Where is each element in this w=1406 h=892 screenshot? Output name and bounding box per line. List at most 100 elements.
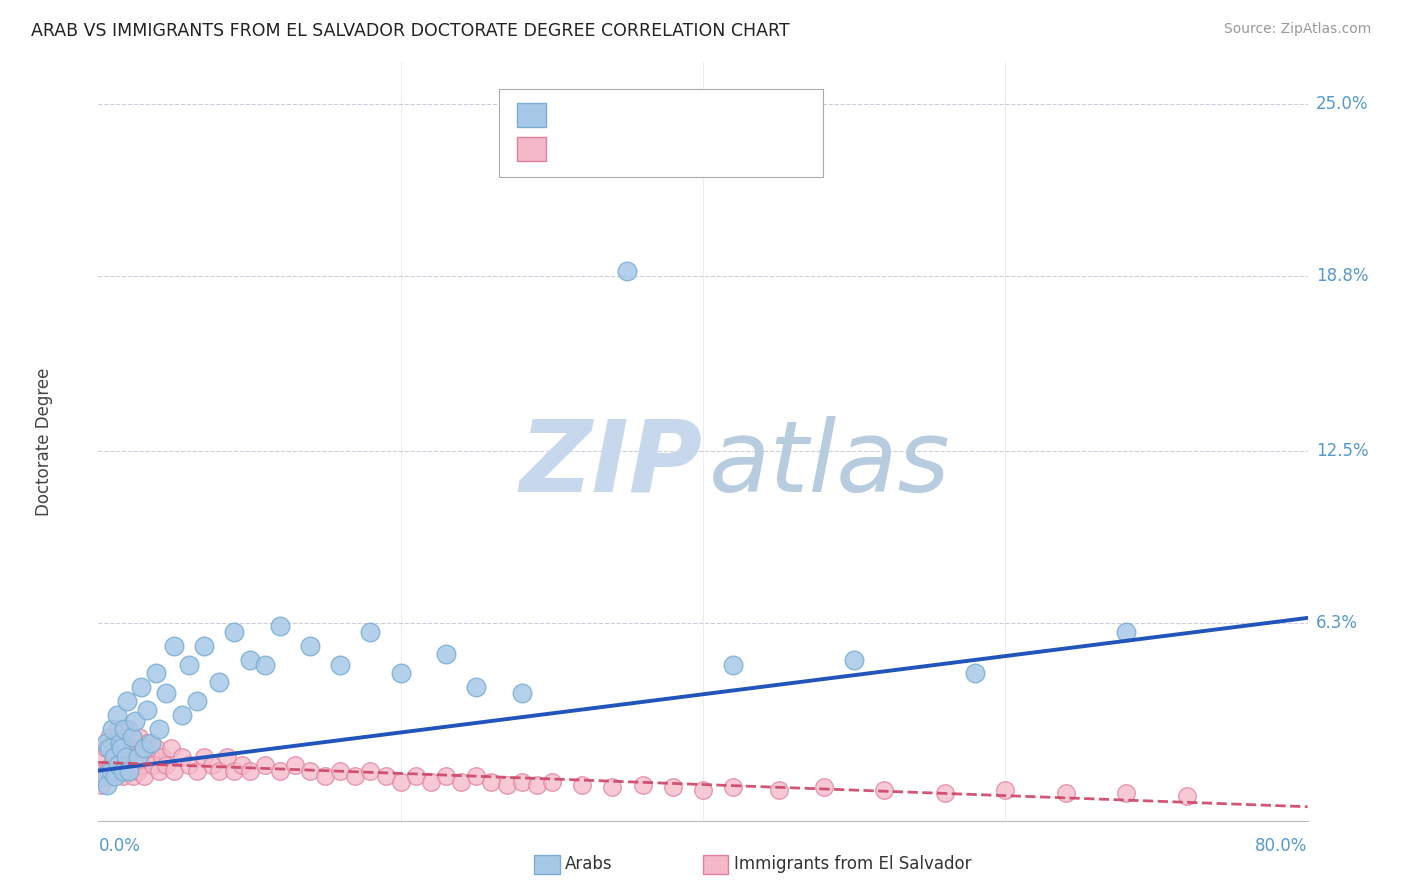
Point: [114, 749, 136, 764]
Text: ZIP: ZIP: [520, 416, 703, 513]
Point: [193, 639, 215, 653]
Text: R =  0.197: R = 0.197: [557, 106, 657, 124]
Point: [128, 731, 150, 745]
Point: [450, 774, 472, 789]
Point: [150, 749, 173, 764]
Point: [360, 764, 382, 778]
Point: [692, 783, 714, 797]
Point: [389, 666, 412, 681]
Point: [108, 736, 131, 750]
Point: [145, 741, 167, 756]
Text: 25.0%: 25.0%: [1316, 95, 1368, 113]
Text: Doctorate Degree: Doctorate Degree: [35, 368, 53, 516]
Point: [120, 758, 142, 772]
Point: [141, 736, 163, 750]
Point: [100, 764, 122, 778]
Point: [571, 778, 593, 792]
Point: [108, 758, 131, 772]
Point: [631, 778, 654, 792]
Point: [510, 686, 533, 700]
Point: [1115, 624, 1137, 639]
Point: [201, 758, 224, 772]
Point: [139, 749, 162, 764]
Point: [420, 774, 443, 789]
Point: [104, 769, 127, 783]
Text: R = -0.191: R = -0.191: [557, 140, 657, 158]
Point: [110, 741, 132, 756]
Point: [155, 758, 177, 772]
Point: [170, 708, 193, 723]
Point: [107, 758, 129, 772]
Point: [127, 764, 149, 778]
Point: [135, 702, 157, 716]
Point: [186, 694, 208, 708]
Point: [239, 652, 262, 666]
Point: [434, 647, 457, 661]
Point: [224, 764, 246, 778]
Point: [813, 780, 835, 795]
Point: [495, 778, 517, 792]
Point: [602, 780, 624, 795]
Point: [118, 764, 141, 778]
Point: [112, 722, 135, 736]
Text: ARAB VS IMMIGRANTS FROM EL SALVADOR DOCTORATE DEGREE CORRELATION CHART: ARAB VS IMMIGRANTS FROM EL SALVADOR DOCT…: [31, 22, 790, 40]
Text: N = 49: N = 49: [693, 106, 755, 124]
Point: [101, 769, 124, 783]
Point: [98, 741, 121, 756]
Point: [299, 639, 322, 653]
Point: [103, 736, 125, 750]
Point: [103, 749, 125, 764]
Point: [208, 764, 231, 778]
Point: [129, 758, 152, 772]
Point: [104, 749, 127, 764]
Point: [105, 764, 128, 778]
Text: 18.8%: 18.8%: [1316, 268, 1368, 285]
Point: [114, 749, 136, 764]
Text: N = 83: N = 83: [693, 140, 755, 158]
Point: [155, 686, 177, 700]
Point: [160, 741, 183, 756]
Point: [1115, 786, 1137, 800]
Point: [91, 749, 114, 764]
Point: [253, 758, 276, 772]
Point: [142, 758, 165, 772]
Point: [269, 619, 291, 633]
Point: [526, 778, 548, 792]
Point: [163, 639, 186, 653]
Point: [145, 666, 167, 681]
Point: [170, 749, 193, 764]
Point: [723, 658, 745, 673]
Point: [661, 780, 683, 795]
Point: [105, 708, 128, 723]
Point: [110, 741, 132, 756]
Text: 6.3%: 6.3%: [1316, 615, 1358, 632]
Text: Immigrants from El Salvador: Immigrants from El Salvador: [734, 855, 972, 873]
Point: [329, 658, 352, 673]
Point: [329, 764, 352, 778]
Point: [98, 731, 121, 745]
Point: [314, 769, 336, 783]
Point: [132, 741, 155, 756]
Point: [118, 722, 141, 736]
Point: [91, 769, 114, 783]
Point: [193, 749, 215, 764]
Point: [215, 749, 238, 764]
Point: [231, 758, 253, 772]
Point: [269, 764, 291, 778]
Text: Source: ZipAtlas.com: Source: ZipAtlas.com: [1223, 22, 1371, 37]
Text: 80.0%: 80.0%: [1256, 838, 1308, 855]
Point: [405, 769, 427, 783]
Point: [148, 764, 170, 778]
Point: [510, 774, 533, 789]
Point: [179, 758, 201, 772]
Point: [1054, 786, 1077, 800]
Point: [94, 736, 117, 750]
Point: [540, 774, 562, 789]
Point: [465, 769, 488, 783]
Point: [389, 774, 412, 789]
Point: [89, 764, 111, 778]
Text: atlas: atlas: [709, 416, 950, 513]
Point: [360, 624, 382, 639]
Point: [186, 764, 208, 778]
Point: [125, 749, 148, 764]
